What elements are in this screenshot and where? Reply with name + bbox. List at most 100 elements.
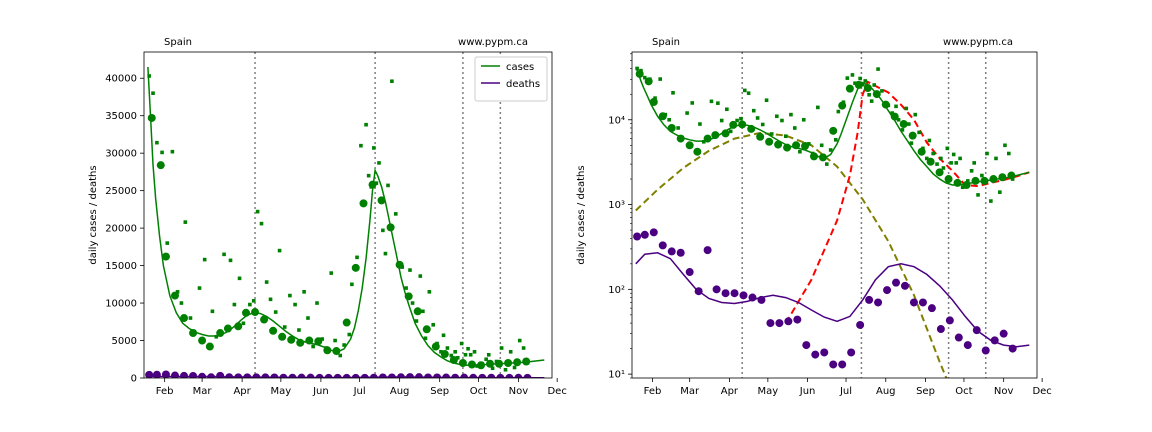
data-point-cases-daily- xyxy=(739,116,743,121)
data-point-cases-weekly-points- xyxy=(422,325,431,334)
data-point-cases-daily- xyxy=(241,321,246,326)
data-point-deaths-weekly-points- xyxy=(856,320,865,329)
data-point-deaths-weekly-points- xyxy=(315,373,324,378)
x-tick-label: Oct xyxy=(470,386,487,397)
data-point-cases-weekly-points- xyxy=(838,101,847,110)
data-point-cases-daily- xyxy=(445,346,450,350)
data-point-cases-daily- xyxy=(210,309,215,314)
y-tick-label: 20000 xyxy=(105,224,137,235)
data-point-cases-daily- xyxy=(880,89,884,93)
data-point-deaths-weekly-points- xyxy=(1008,344,1017,353)
data-point-cases-daily- xyxy=(472,349,477,354)
data-point-cases-daily- xyxy=(421,309,425,314)
series-line-cases xyxy=(635,67,1030,186)
data-point-cases-weekly-points- xyxy=(147,113,156,122)
data-point-deaths-weekly-points- xyxy=(936,325,945,334)
data-point-deaths-weekly-points- xyxy=(405,373,414,378)
data-point-cases-weekly-points- xyxy=(513,358,522,367)
data-point-cases-daily- xyxy=(676,126,680,130)
y-tick-label: 10⁴ xyxy=(608,115,625,126)
data-point-cases-daily- xyxy=(521,346,526,350)
data-point-cases-weekly-points- xyxy=(234,322,243,331)
data-point-cases-daily- xyxy=(366,173,371,178)
x-tick-label: Jun xyxy=(312,386,329,397)
data-point-cases-weekly-points- xyxy=(296,338,305,347)
data-point-deaths-weekly-points- xyxy=(225,373,234,378)
data-point-cases-daily- xyxy=(282,325,287,329)
data-point-cases-weekly-points- xyxy=(962,181,971,190)
data-point-deaths-weekly-points- xyxy=(505,373,514,378)
x-tick-label: Nov xyxy=(994,386,1014,397)
data-point-cases-daily- xyxy=(867,93,871,97)
data-point-cases-daily- xyxy=(414,319,419,323)
x-tick-label: Jun xyxy=(799,386,816,397)
legend-box xyxy=(474,56,548,102)
data-point-cases-daily- xyxy=(671,91,675,95)
data-point-cases-weekly-points- xyxy=(323,346,332,355)
data-point-cases-daily- xyxy=(690,101,695,105)
data-point-cases-daily- xyxy=(954,161,959,165)
data-point-cases-daily- xyxy=(431,322,436,327)
data-point-cases-daily- xyxy=(202,257,207,262)
data-point-deaths-weekly-points- xyxy=(721,289,730,298)
data-point-cases-weekly-points- xyxy=(721,129,730,138)
data-point-cases-weekly-points- xyxy=(829,126,838,135)
data-point-cases-daily- xyxy=(965,179,970,183)
data-point-cases-daily- xyxy=(441,333,446,338)
data-point-deaths-weekly-points- xyxy=(378,373,387,378)
data-point-cases-daily- xyxy=(277,248,282,253)
data-point-cases-daily- xyxy=(896,117,901,122)
data-point-cases-daily- xyxy=(869,99,874,103)
data-point-deaths-weekly-points- xyxy=(189,371,198,378)
data-point-cases-weekly-points- xyxy=(368,180,377,189)
data-point-cases-weekly-points- xyxy=(792,141,801,150)
data-point-deaths-weekly-points- xyxy=(369,373,378,378)
data-point-cases-daily- xyxy=(183,220,188,224)
data-point-cases-daily- xyxy=(643,75,647,80)
data-point-cases-weekly-points- xyxy=(711,131,720,140)
data-point-deaths-weekly-points- xyxy=(261,373,270,378)
data-point-cases-daily- xyxy=(742,88,747,93)
plot-frame xyxy=(143,51,553,379)
data-point-deaths-weekly-points- xyxy=(990,336,999,345)
data-point-deaths-weekly-points- xyxy=(874,298,883,307)
data-point-deaths-weekly-points- xyxy=(469,373,478,378)
data-point-cases-daily- xyxy=(315,301,319,305)
data-point-cases-daily- xyxy=(408,268,412,272)
data-point-cases-daily- xyxy=(364,122,368,127)
data-point-cases-daily- xyxy=(453,349,457,354)
data-point-cases-daily- xyxy=(508,349,513,354)
data-point-cases-daily- xyxy=(359,143,363,148)
data-point-cases-weekly-points- xyxy=(644,77,653,86)
data-point-deaths-weekly-points- xyxy=(514,373,523,378)
data-point-deaths-weekly-points- xyxy=(883,286,892,295)
data-point-cases-daily- xyxy=(390,79,394,84)
data-point-cases-daily- xyxy=(900,128,905,132)
data-point-deaths-weekly-points- xyxy=(478,373,487,378)
data-point-cases-weekly-points- xyxy=(774,140,783,149)
x-tick-label: Jul xyxy=(839,386,852,397)
data-point-cases-daily- xyxy=(237,276,242,281)
data-point-cases-daily- xyxy=(228,258,233,263)
data-point-cases-weekly-points- xyxy=(756,132,765,141)
data-point-cases-daily- xyxy=(490,366,495,371)
data-point-cases-daily- xyxy=(807,142,811,146)
data-point-cases-daily- xyxy=(909,141,914,145)
data-point-cases-weekly-points- xyxy=(809,152,818,161)
data-point-deaths-weekly-points- xyxy=(829,360,838,369)
data-point-cases-weekly-points- xyxy=(953,178,962,187)
data-point-deaths-weekly-points- xyxy=(954,333,963,342)
data-point-cases-weekly-points- xyxy=(863,83,872,92)
data-point-cases-weekly-points- xyxy=(386,223,395,232)
data-point-cases-daily- xyxy=(904,106,909,111)
data-point-deaths-weekly-points- xyxy=(288,373,297,378)
data-point-cases-daily- xyxy=(383,251,388,256)
data-point-deaths-weekly-points- xyxy=(496,373,505,378)
data-point-cases-daily- xyxy=(941,166,946,170)
data-point-cases-daily- xyxy=(404,286,408,290)
data-point-deaths-weekly-points- xyxy=(207,373,216,378)
data-point-cases-daily- xyxy=(985,151,989,156)
x-tick-label: Feb xyxy=(156,386,174,397)
legend-label: cases xyxy=(506,62,534,73)
data-point-cases-daily- xyxy=(735,118,739,123)
